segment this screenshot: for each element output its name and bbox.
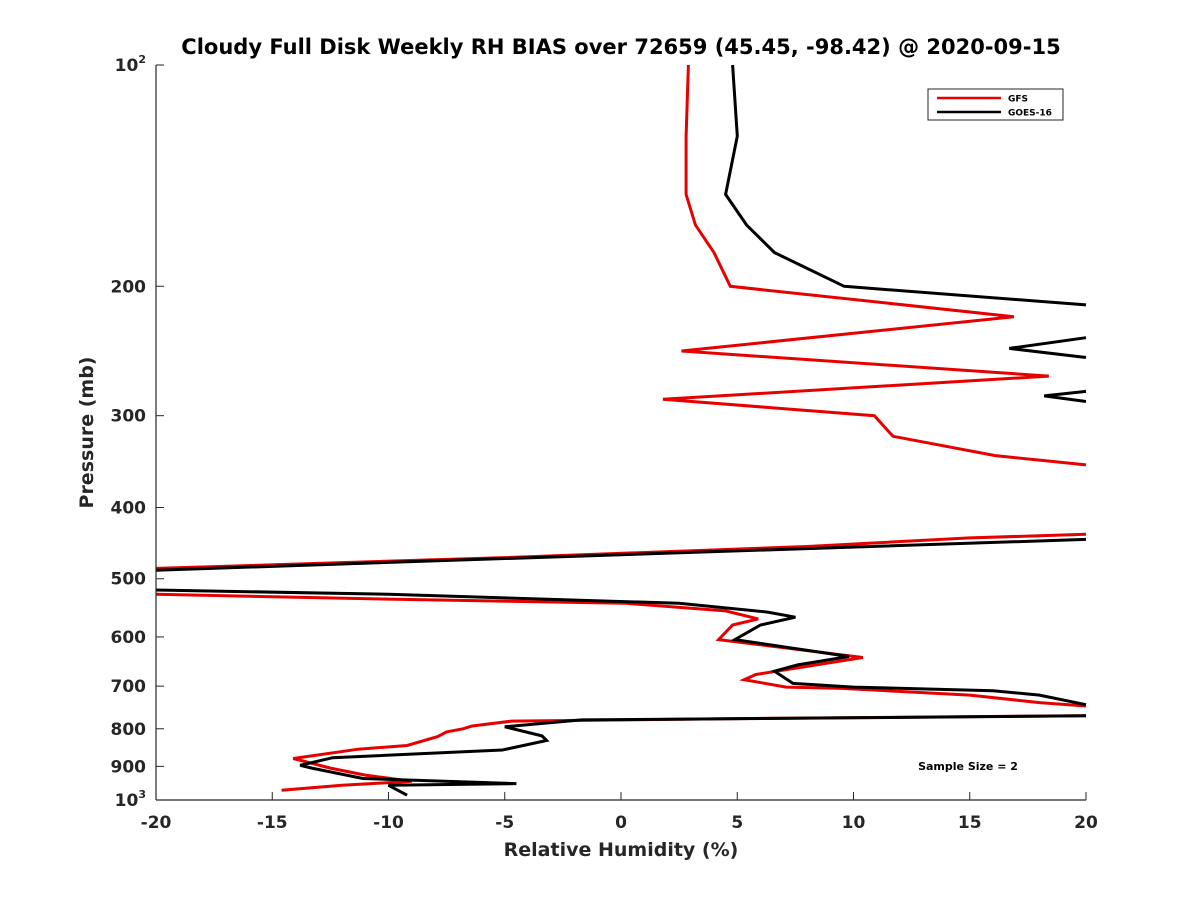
y-tick-base: 900: [111, 757, 147, 777]
series-gfs: [155, 64, 1087, 792]
x-tick-label: 0: [615, 813, 627, 833]
y-tick-base: 700: [111, 677, 147, 697]
series-line: [155, 64, 1087, 792]
y-axis-label: Pressure (mb): [76, 357, 98, 509]
y-tick-base: 500: [111, 570, 147, 590]
legend: GFS GOES-16: [927, 88, 1064, 121]
y-tick-label: 600: [111, 628, 147, 648]
x-tick-label: 10: [842, 813, 866, 833]
y-tick-base: 300: [111, 407, 147, 427]
legend-box: [927, 88, 1064, 121]
y-tick-label: 200: [111, 277, 147, 297]
series-layer: [155, 64, 1087, 797]
x-tick-label: -5: [495, 813, 514, 833]
y-tick-label: 900: [111, 757, 147, 777]
x-axis-label: Relative Humidity (%): [504, 839, 739, 861]
y-tick-label: 102: [115, 53, 146, 76]
x-tick-label: -20: [141, 813, 172, 833]
y-tick-base: 200: [111, 277, 147, 297]
series-line: [155, 64, 1087, 797]
x-tick-label: 15: [958, 813, 982, 833]
x-tick-label: 20: [1074, 813, 1098, 833]
y-tick-exponent: 3: [138, 788, 146, 801]
legend-label: GOES-16: [1008, 109, 1052, 119]
y-tick-exponent: 2: [138, 53, 146, 66]
y-tick-label: 500: [111, 570, 147, 590]
x-tick-label: -10: [373, 813, 404, 833]
series-goes-16: [155, 64, 1087, 797]
axis-layer: -20 -15 -10 -5 0 5 10 15 20102200300400500600700…: [111, 53, 1098, 833]
y-tick-base: 800: [111, 720, 147, 740]
y-tick-label: 700: [111, 677, 147, 697]
x-tick-label: 5: [731, 813, 743, 833]
y-tick-base: 10: [115, 791, 139, 811]
legend-label: GFS: [1008, 95, 1028, 105]
y-tick-label: 300: [111, 407, 147, 427]
x-tick-label: -15: [257, 813, 288, 833]
y-tick-base: 400: [111, 499, 147, 519]
y-tick-base: 600: [111, 628, 147, 648]
y-tick-label: 103: [115, 788, 146, 811]
y-tick-label: 800: [111, 720, 147, 740]
chart-title: Cloudy Full Disk Weekly RH BIAS over 726…: [181, 35, 1060, 59]
y-tick-label: 400: [111, 499, 147, 519]
sample-size-annotation: Sample Size = 2: [918, 760, 1018, 773]
y-tick-base: 10: [115, 56, 139, 76]
